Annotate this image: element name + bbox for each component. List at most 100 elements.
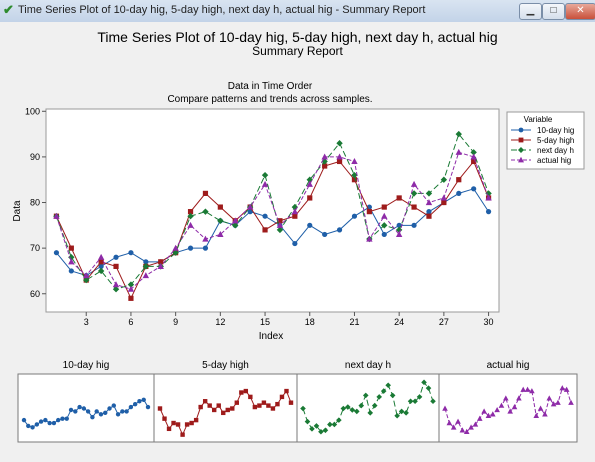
data-point — [471, 186, 477, 192]
small-data-point — [252, 404, 258, 410]
small-data-point — [318, 428, 324, 435]
small-data-point — [77, 404, 82, 410]
data-point — [127, 285, 135, 292]
data-point — [276, 221, 284, 228]
data-point — [425, 199, 433, 206]
small-data-point — [353, 408, 360, 415]
minimize-icon: ▁ — [526, 5, 535, 16]
data-point — [381, 212, 388, 219]
data-point — [440, 176, 448, 183]
small-data-point — [380, 388, 387, 394]
legend-marker — [518, 127, 524, 133]
small-chart-title: 5-day high — [202, 360, 249, 371]
small-data-point — [64, 416, 69, 421]
window-title-bar: ✔ Time Series Plot of 10-day hig, 5-day … — [0, 0, 595, 23]
data-point — [187, 213, 194, 220]
main-chart-subtitle: Compare patterns and trends across sampl… — [167, 94, 373, 105]
minimize-button[interactable]: ▁ — [519, 3, 542, 20]
data-point — [68, 268, 74, 274]
small-data-point — [459, 427, 466, 433]
small-data-point — [331, 421, 338, 428]
small-data-point — [120, 409, 125, 414]
data-point — [202, 208, 209, 215]
data-point — [395, 226, 403, 234]
data-point — [276, 226, 284, 234]
data-point — [471, 158, 477, 165]
small-data-point — [416, 394, 423, 400]
small-data-point — [385, 382, 391, 389]
data-point — [128, 250, 134, 256]
small-data-point — [266, 403, 271, 408]
legend-title: Variable — [524, 115, 553, 124]
small-data-point — [481, 408, 487, 414]
check-icon: ✔ — [3, 2, 14, 17]
data-point — [321, 153, 328, 160]
small-data-point — [128, 404, 134, 410]
small-data-point — [398, 408, 405, 415]
y-axis-label: Data — [12, 200, 23, 222]
data-point — [336, 158, 343, 165]
small-data-point — [189, 420, 194, 426]
small-data-point — [212, 407, 217, 413]
data-point — [292, 213, 298, 219]
small-data-point — [568, 399, 574, 405]
x-tick-label: 9 — [173, 317, 178, 327]
small-data-point — [340, 405, 347, 412]
small-data-point — [476, 415, 483, 421]
small-data-point — [90, 415, 95, 420]
small-data-point — [60, 416, 65, 421]
data-point — [142, 272, 150, 279]
data-point — [307, 222, 313, 228]
data-point — [172, 244, 179, 251]
data-point — [53, 250, 60, 256]
small-data-point — [349, 407, 356, 413]
data-point — [53, 212, 60, 219]
close-icon: ✕ — [576, 5, 585, 16]
data-point — [455, 148, 462, 155]
data-point — [336, 140, 343, 147]
y-tick-label: 90 — [30, 152, 40, 162]
y-tick-label: 100 — [25, 106, 40, 116]
small-chart-title: next day h — [345, 360, 391, 371]
data-point — [396, 195, 402, 201]
x-tick-label: 30 — [484, 317, 494, 327]
data-point — [232, 222, 239, 229]
data-point — [158, 259, 164, 265]
data-point — [411, 204, 417, 210]
data-point — [112, 281, 120, 288]
close-button[interactable]: ✕ — [565, 3, 595, 20]
small-data-point — [103, 410, 108, 416]
small-data-point — [216, 403, 221, 408]
small-data-point — [376, 394, 383, 400]
small-data-point — [47, 420, 52, 426]
legend-label: 10-day hig — [537, 126, 574, 135]
data-point — [306, 180, 313, 187]
data-point — [292, 240, 298, 247]
data-point — [187, 209, 194, 215]
small-data-point — [371, 402, 378, 409]
maximize-button[interactable]: □ — [542, 3, 565, 20]
data-point — [202, 235, 209, 242]
data-point — [351, 213, 358, 219]
small-data-point — [239, 390, 244, 395]
small-data-point — [430, 398, 436, 405]
legend-label: actual hig — [537, 156, 571, 165]
small-chart-title: actual hig — [487, 360, 530, 371]
x-axis-label: Index — [259, 331, 283, 342]
small-data-point — [362, 392, 369, 399]
data-point — [456, 177, 462, 183]
data-point — [351, 158, 358, 165]
small-data-point — [115, 412, 121, 417]
series-line — [55, 151, 490, 290]
small-data-point — [446, 420, 453, 426]
x-tick-label: 27 — [439, 317, 449, 327]
small-data-point — [394, 412, 400, 419]
data-point — [262, 227, 268, 233]
data-point — [172, 249, 179, 256]
data-point — [485, 209, 492, 215]
data-point — [291, 208, 299, 215]
x-tick-label: 21 — [349, 317, 359, 327]
small-data-point — [51, 420, 57, 426]
small-data-point — [56, 417, 61, 423]
data-point — [261, 171, 269, 179]
